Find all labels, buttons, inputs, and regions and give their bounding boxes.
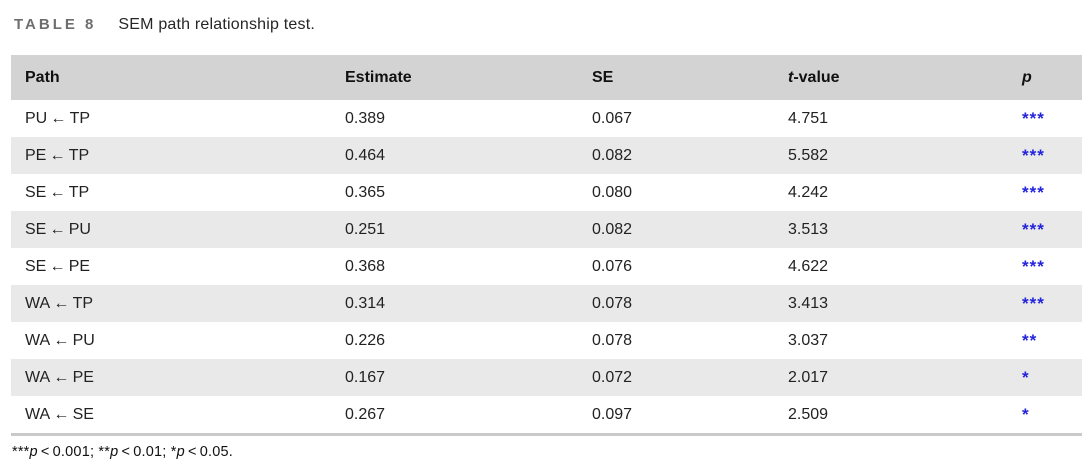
footnote-threshold-3: < 0.05.: [184, 444, 233, 460]
footnote-stars-1: *: [170, 444, 177, 460]
cell-path: WA ← PU: [25, 331, 95, 349]
table-body: PU ← TP 0.389 0.067 4.751 *** PE ← TP 0.464 0.0…: [11, 100, 1082, 433]
cell-p-significance: ***: [1022, 256, 1045, 276]
table-caption: TABLE 8 SEM path relationship test.: [14, 16, 315, 34]
cell-estimate: 0.167: [345, 368, 386, 386]
cell-path: WA ← SE: [25, 405, 94, 423]
cell-estimate: 0.464: [345, 146, 386, 164]
cell-p-significance: **: [1022, 330, 1038, 350]
cell-se: 0.078: [592, 331, 633, 349]
cell-t-value: 2.509: [788, 405, 829, 423]
cell-t-value: 4.242: [788, 183, 829, 201]
cell-p-significance: *: [1022, 367, 1030, 387]
footnote-p-3: p: [176, 444, 185, 460]
table-number-label: TABLE 8: [14, 16, 97, 33]
table-row: SE ← TP 0.365 0.080 4.242 ***: [11, 174, 1082, 211]
cell-t-value: 3.413: [788, 294, 829, 312]
cell-path: PE ← TP: [25, 146, 90, 164]
cell-se: 0.082: [592, 146, 633, 164]
table-title: SEM path relationship test.: [118, 16, 316, 33]
cell-estimate: 0.267: [345, 405, 386, 423]
cell-estimate: 0.365: [345, 183, 386, 201]
footnote-p-2: p: [110, 444, 119, 460]
table-row: PU ← TP 0.389 0.067 4.751 ***: [11, 100, 1082, 137]
cell-se: 0.072: [592, 368, 633, 386]
cell-p-significance: *: [1022, 404, 1030, 424]
table-row: WA ← SE 0.267 0.097 2.509 *: [11, 396, 1082, 433]
table-row: WA ← PE 0.167 0.072 2.017 *: [11, 359, 1082, 396]
cell-p-significance: ***: [1022, 182, 1045, 202]
cell-path: PU ← TP: [25, 109, 91, 127]
cell-path: SE ← TP: [25, 183, 90, 201]
column-header-estimate: Estimate: [345, 55, 592, 100]
cell-path: WA ← PE: [25, 368, 94, 386]
cell-se: 0.076: [592, 257, 633, 275]
sem-path-table: Path Estimate SE t-value p PU ← TP 0.389 0…: [11, 55, 1082, 433]
cell-se: 0.067: [592, 109, 633, 127]
cell-t-value: 3.513: [788, 220, 829, 238]
cell-estimate: 0.368: [345, 257, 386, 275]
cell-se: 0.080: [592, 183, 633, 201]
table-row: WA ← TP 0.314 0.078 3.413 ***: [11, 285, 1082, 322]
cell-t-value: 3.037: [788, 331, 829, 349]
cell-p-significance: ***: [1022, 108, 1045, 128]
table-header-row: Path Estimate SE t-value p: [11, 55, 1082, 100]
footnote-stars-2: **: [98, 444, 111, 460]
column-header-p: p: [1022, 55, 1082, 100]
footnote-p-1: p: [29, 444, 38, 460]
cell-path: SE ← PU: [25, 220, 91, 238]
cell-t-value: 4.622: [788, 257, 829, 275]
column-header-se: SE: [592, 55, 788, 100]
footnote-stars-3: ***: [12, 444, 30, 460]
column-header-t-value: t-value: [788, 55, 1022, 100]
table-row: SE ← PU 0.251 0.082 3.513 ***: [11, 211, 1082, 248]
table-row: WA ← PU 0.226 0.078 3.037 **: [11, 322, 1082, 359]
table-row: PE ← TP 0.464 0.082 5.582 ***: [11, 137, 1082, 174]
cell-estimate: 0.314: [345, 294, 386, 312]
footnote-threshold-1: < 0.001;: [37, 444, 99, 460]
table-row: SE ← PE 0.368 0.076 4.622 ***: [11, 248, 1082, 285]
cell-t-value: 4.751: [788, 109, 829, 127]
cell-path: SE ← PE: [25, 257, 91, 275]
cell-p-significance: ***: [1022, 145, 1045, 165]
significance-footnote: ***p < 0.001; **p < 0.01; *p < 0.05.: [12, 444, 233, 460]
cell-se: 0.078: [592, 294, 633, 312]
cell-p-significance: ***: [1022, 293, 1045, 313]
cell-se: 0.097: [592, 405, 633, 423]
footnote-threshold-2: < 0.01;: [118, 444, 171, 460]
cell-path: WA ← TP: [25, 294, 94, 312]
cell-estimate: 0.226: [345, 331, 386, 349]
cell-estimate: 0.389: [345, 109, 386, 127]
cell-se: 0.082: [592, 220, 633, 238]
column-header-path: Path: [11, 55, 345, 100]
table-bottom-rule: [11, 433, 1082, 436]
cell-t-value: 5.582: [788, 146, 829, 164]
cell-t-value: 2.017: [788, 368, 829, 386]
cell-estimate: 0.251: [345, 220, 386, 238]
cell-p-significance: ***: [1022, 219, 1045, 239]
